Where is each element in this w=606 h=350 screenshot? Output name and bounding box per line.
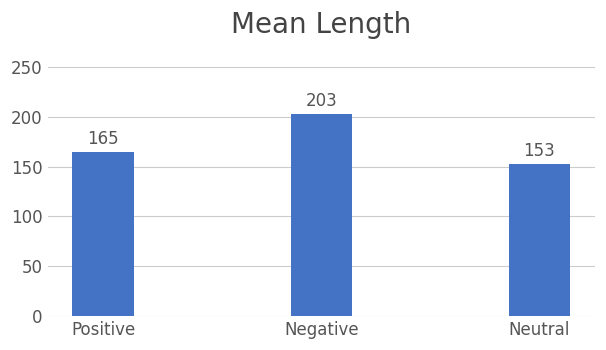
Text: 165: 165 bbox=[87, 130, 119, 148]
Bar bbox=[291, 114, 352, 316]
Bar bbox=[509, 163, 570, 316]
Text: 203: 203 bbox=[305, 92, 337, 110]
Bar bbox=[73, 152, 133, 316]
Text: 153: 153 bbox=[524, 142, 555, 160]
Title: Mean Length: Mean Length bbox=[231, 11, 411, 39]
